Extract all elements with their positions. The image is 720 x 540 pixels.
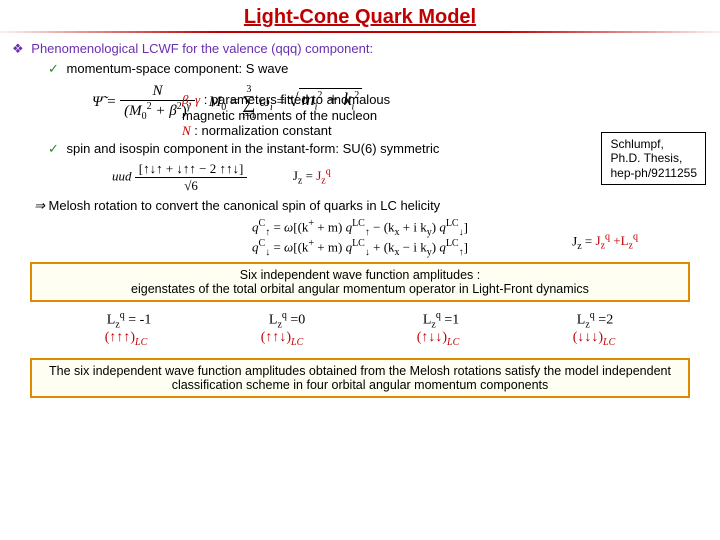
param-1: β, γ : β, γ : parameters fitted to anoma… (182, 92, 708, 108)
spin-config-row: (↑↑↑)LC (↑↑↓)LC (↑↓↓)LC (↓↓↓)LC (48, 330, 672, 348)
page-title: Light-Cone Quark Model (244, 6, 476, 28)
primary-text: Phenomenological LCWF for the valence (q… (31, 41, 373, 56)
cite-3: hep-ph/9211255 (610, 166, 697, 180)
melosh-line: ⇒ Melosh rotation to convert the canonic… (34, 198, 708, 214)
arrow-icon: ⇒ (34, 198, 45, 213)
melosh-text: Melosh rotation to convert the canonical… (49, 198, 441, 213)
title-rule (0, 31, 720, 33)
jz-equals-jzq: Jz = Jzq (293, 168, 331, 183)
check-icon: ✓ (48, 141, 59, 156)
amplitude-box: Six independent wave function amplitudes… (30, 262, 690, 302)
check-1-text: momentum-space component: S wave (67, 61, 289, 76)
diamond-icon: ❖ (12, 41, 24, 56)
spin-m1: (↑↑↑)LC (105, 330, 148, 348)
param-2: magnetic moments of the nucleon (182, 108, 708, 123)
lz-1: Lzq =1 (423, 310, 459, 330)
check-1: ✓ momentum-space component: S wave (48, 61, 708, 77)
spin-1: (↑↓↓)LC (417, 330, 460, 348)
box1-line2: eigenstates of the total orbital angular… (40, 282, 680, 296)
eq1-lhs: Ψ̃ = (92, 94, 120, 110)
spin-2: (↓↓↓)LC (573, 330, 616, 348)
box2-text: The six independent wave function amplit… (40, 364, 680, 392)
spin-0: (↑↑↓)LC (261, 330, 304, 348)
bullet-primary: ❖ Phenomenological LCWF for the valence … (12, 41, 708, 57)
cite-1: Schlumpf, (610, 137, 697, 151)
lz-2: Lzq =2 (577, 310, 613, 330)
lz-values-row: Lzq = -1 Lzq =0 Lzq =1 Lzq =2 (48, 310, 672, 330)
citation-box: Schlumpf, Ph.D. Thesis, hep-ph/9211255 (601, 132, 706, 185)
lz-minus-1: Lzq = -1 (107, 310, 152, 330)
lz-0: Lzq =0 (269, 310, 305, 330)
check-icon: ✓ (48, 61, 59, 76)
content-area: ❖ Phenomenological LCWF for the valence … (0, 41, 720, 398)
conclusion-box: The six independent wave function amplit… (30, 358, 690, 398)
box1-line1: Six independent wave function amplitudes… (40, 268, 680, 282)
cite-2: Ph.D. Thesis, (610, 151, 697, 165)
check-2-text: spin and isospin component in the instan… (67, 141, 440, 156)
